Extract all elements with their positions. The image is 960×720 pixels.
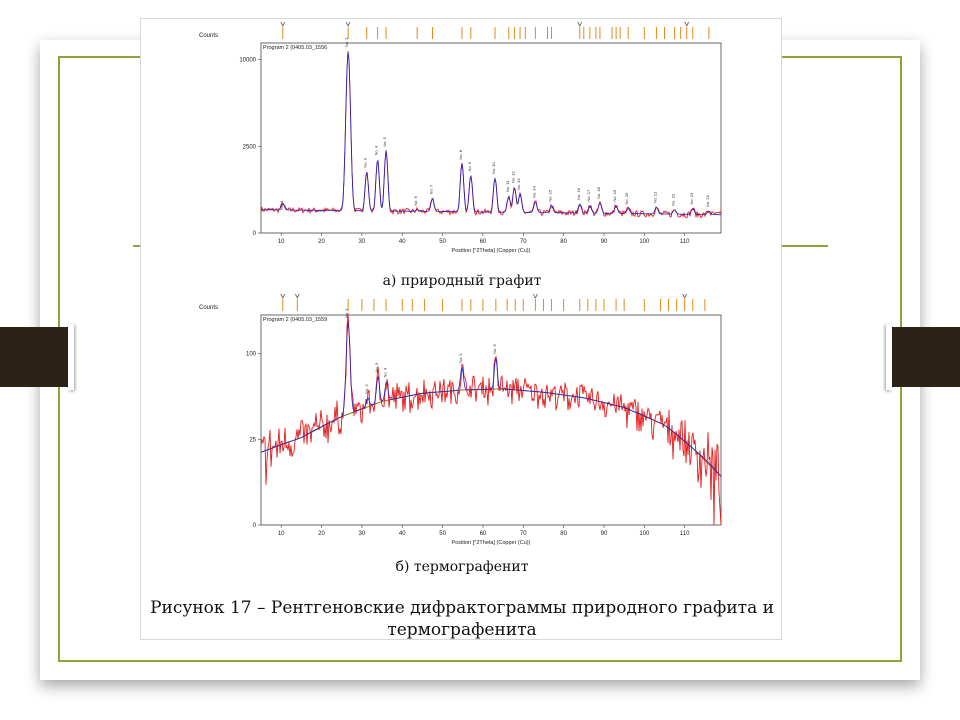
peak-label: No. 7 — [428, 184, 433, 194]
figure-image: Counts 10000 2500 0 10 20 30 40 50 60 70 80 90 100 110… — [140, 18, 782, 640]
peak-label: No. 5 — [382, 136, 387, 146]
peak-label: No. 1 — [279, 200, 284, 210]
peak-label: No. 22 — [671, 193, 676, 206]
x-tick-label: 90 — [601, 239, 608, 245]
x-tick-label: 50 — [439, 531, 446, 537]
y-tick-label: 100 — [246, 352, 257, 358]
peak-label: No. 19 — [612, 189, 617, 202]
peak-label: No. 6 — [492, 344, 497, 354]
peak-label: No. 18 — [596, 186, 601, 199]
fit-series-line-0 — [261, 51, 721, 216]
peak-label: No. 4 — [374, 145, 379, 155]
y-tick-label: 10000 — [239, 58, 256, 64]
left-tab-edge — [68, 324, 74, 390]
y-axis-label-0: Counts — [199, 33, 218, 39]
x-tick-label: 90 — [601, 531, 608, 537]
measured-series-line-1 — [260, 313, 722, 526]
x-tick-label: 80 — [560, 531, 567, 537]
figure-caption: Рисунок 17 – Рентгеновские дифрактограмм… — [141, 597, 783, 641]
peak-label: No. 17 — [586, 189, 591, 202]
peak-label: No. 21 — [652, 191, 657, 204]
reference-marker-glyph — [295, 293, 300, 299]
figure-caption-line-1: Рисунок 17 – Рентгеновские дифрактограмм… — [150, 598, 774, 618]
x-tick-label: 30 — [359, 531, 366, 537]
figure-caption-line-2: термографенита — [387, 620, 537, 640]
peak-label: No. 11 — [505, 180, 510, 192]
reference-marker-glyph — [682, 293, 687, 299]
peak-label: No. 16 — [576, 187, 581, 200]
y-tick-label: 25 — [249, 437, 256, 443]
x-tick-label: 60 — [480, 239, 487, 245]
x-tick-label: 10 — [278, 239, 285, 245]
x-tick-label: 50 — [439, 239, 446, 245]
x-tick-label: 60 — [480, 531, 487, 537]
peak-label: No. 9 — [467, 161, 472, 171]
legend-text-1: Program 2 (0405.03_1559 — [263, 317, 327, 323]
x-tick-label: 110 — [680, 531, 690, 537]
peak-label: No. 14 — [531, 185, 536, 198]
title-underline-right — [778, 245, 828, 247]
reference-marker-glyph — [684, 21, 689, 27]
x-tick-label: 70 — [520, 239, 527, 245]
y-tick-label: 2500 — [243, 144, 257, 150]
x-tick-label: 70 — [520, 531, 527, 537]
reference-marker-glyph — [280, 21, 286, 27]
reference-marker-glyph — [280, 293, 286, 299]
x-tick-label: 20 — [318, 531, 325, 537]
x-tick-label: 20 — [318, 239, 325, 245]
peak-label: No. 23 — [689, 192, 694, 205]
right-tab-edge — [886, 324, 892, 390]
peak-label: No. 20 — [624, 192, 629, 205]
x-tick-label: 110 — [680, 239, 690, 245]
x-tick-label: 10 — [278, 531, 285, 537]
x-tick-label: 40 — [399, 531, 406, 537]
x-tick-label: 80 — [560, 239, 567, 245]
reference-marker-glyph — [533, 293, 538, 299]
caption-thermographenite: б) термографенит — [395, 559, 529, 575]
left-tab — [0, 327, 72, 387]
peak-label: No. 10 — [491, 162, 496, 175]
x-tick-label: 100 — [639, 531, 650, 537]
peak-label: No. 5 — [458, 353, 463, 363]
caption-natural-graphite: а) природный графит — [382, 273, 542, 289]
peak-label: No. 24 — [705, 195, 710, 208]
y-tick-label: 0 — [253, 231, 257, 237]
peak-label: No. 3 — [363, 157, 368, 167]
peak-label: No. 12 — [510, 171, 515, 184]
x-axis-label-1: Position [°2Theta] (Copper (Cu)) — [452, 540, 531, 546]
legend-text-0: Program 2 (0405.03_1556 — [263, 45, 327, 51]
reference-marker-glyph — [345, 21, 351, 27]
x-tick-label: 30 — [359, 239, 366, 245]
right-tab — [890, 327, 960, 387]
plot-frame-0 — [260, 42, 722, 234]
y-tick-label: 0 — [253, 523, 257, 529]
peak-label: No. 1 — [344, 308, 349, 318]
peak-label: No. 3 — [374, 362, 379, 372]
peak-label: No. 4 — [382, 367, 387, 377]
plot-frame-1 — [260, 314, 722, 526]
peak-label: No. 15 — [548, 189, 553, 202]
peak-label: No. 2 — [364, 384, 369, 394]
peak-label: No. 13 — [516, 178, 521, 191]
reference-marker-glyph — [577, 21, 583, 27]
peak-label: No. 2 — [344, 37, 349, 47]
y-axis-label-1: Counts — [199, 305, 218, 311]
fit-series-line-1 — [260, 322, 722, 477]
peak-label: No. 8 — [458, 149, 463, 159]
x-tick-label: 100 — [639, 239, 650, 245]
x-axis-label-0: Position [°2Theta] (Copper (Cu)) — [452, 248, 531, 254]
x-tick-label: 40 — [399, 239, 406, 245]
peak-label: No. 6 — [413, 195, 418, 205]
